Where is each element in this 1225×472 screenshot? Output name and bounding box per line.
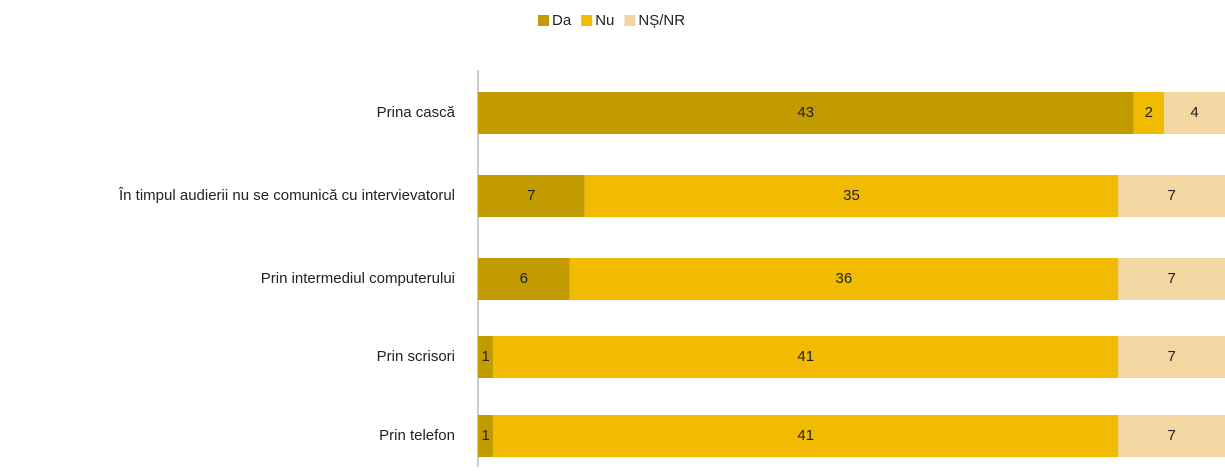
- category-label: Prin intermediul computerului: [261, 270, 455, 287]
- bar-segment: [569, 258, 1119, 300]
- bar-segment: [478, 92, 1134, 134]
- category-label: Prina cască: [377, 104, 456, 121]
- legend-swatch: [624, 15, 636, 26]
- category-label: Prin scrisori: [377, 348, 455, 365]
- data-label: 7: [1167, 187, 1175, 204]
- category-label: În timpul audierii nu se comunică cu int…: [118, 187, 455, 204]
- bar-segment: [478, 258, 570, 300]
- legend-label: Nu: [595, 12, 614, 29]
- data-label: 4: [1190, 104, 1198, 121]
- legend-swatch: [581, 15, 593, 26]
- bar-segment: [493, 415, 1119, 457]
- bar-segment: [478, 415, 494, 457]
- bar-segment: [584, 175, 1119, 217]
- data-label: 2: [1145, 104, 1153, 121]
- data-label: 7: [1167, 427, 1175, 444]
- data-label: 36: [836, 270, 853, 287]
- legend-label: NȘ/NR: [638, 12, 685, 29]
- bar-segment: [478, 175, 585, 217]
- bar-segment: [478, 336, 494, 378]
- legend-label: Da: [552, 12, 572, 29]
- bar-segment: [1118, 415, 1225, 457]
- data-label: 43: [797, 104, 814, 121]
- bar-segment: [1118, 175, 1225, 217]
- data-label: 41: [797, 427, 814, 444]
- data-label: 7: [1167, 348, 1175, 365]
- bar-segment: [1118, 258, 1225, 300]
- category-label: Prin telefon: [379, 427, 455, 444]
- bar-segment: [1164, 92, 1225, 134]
- legend-swatch: [538, 15, 549, 26]
- data-label: 1: [481, 427, 489, 444]
- data-label: 7: [1167, 270, 1175, 287]
- data-label: 6: [520, 270, 528, 287]
- bar-segment: [1133, 92, 1165, 134]
- bar-segment: [1118, 336, 1225, 378]
- data-label: 41: [797, 348, 814, 365]
- data-label: 35: [843, 187, 860, 204]
- data-label: 7: [527, 187, 535, 204]
- bar-segment: [493, 336, 1119, 378]
- data-label: 1: [481, 348, 489, 365]
